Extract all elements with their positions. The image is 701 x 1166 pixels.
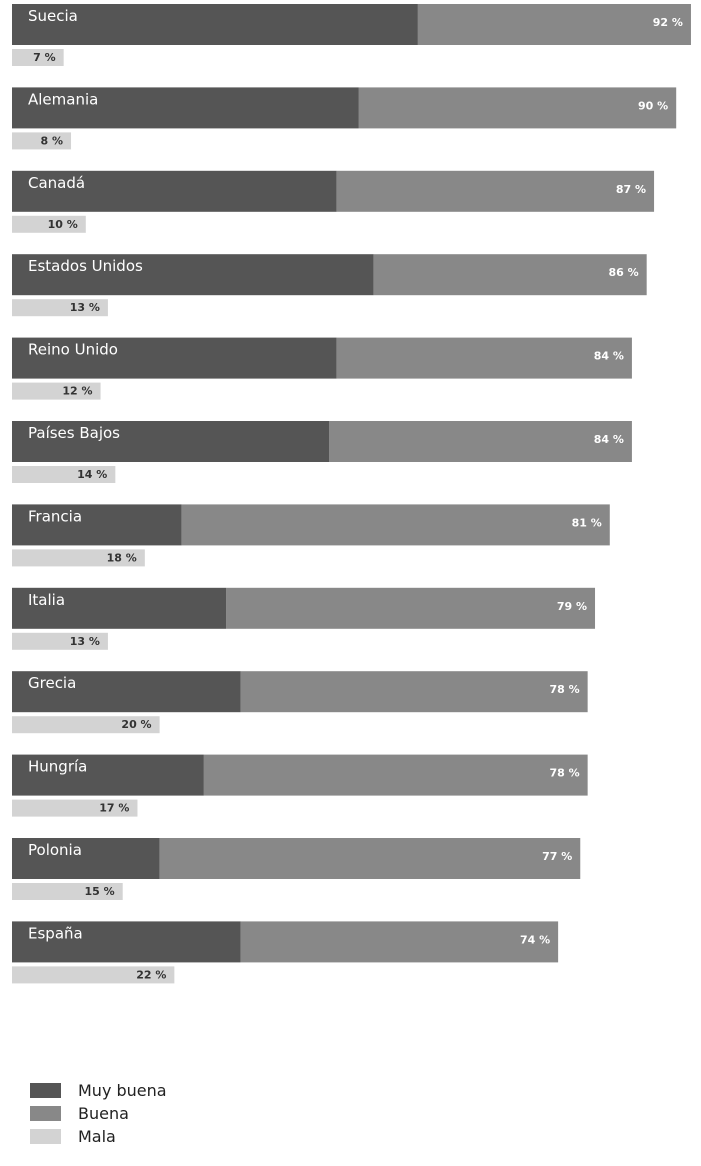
mala-label-hungria: 17 % bbox=[99, 802, 129, 815]
bar-muy-buena-canada bbox=[12, 170, 337, 212]
bar-muy-buena-italia bbox=[12, 587, 227, 629]
bar-row-espana: España 74 % 22 % bbox=[12, 921, 559, 984]
mala-label-paises-bajos: 14 % bbox=[77, 468, 107, 481]
bar-buena-italia bbox=[226, 587, 596, 629]
bar-muy-buena-suecia bbox=[12, 4, 418, 45]
total-label-alemania: 90 % bbox=[638, 99, 668, 112]
bar-mala-alemania bbox=[12, 132, 72, 150]
bar-mala-grecia bbox=[12, 716, 160, 734]
mala-label-reino-unido: 12 % bbox=[62, 385, 92, 398]
mala-label-polonia: 15 % bbox=[85, 885, 115, 898]
bar-row-reino-unido: Reino Unido 84 % 12 % bbox=[12, 337, 632, 400]
bar-mala-estados-unidos bbox=[12, 299, 108, 317]
country-label-polonia: Polonia bbox=[28, 841, 82, 859]
bars-group: Suecia 92 % 7 % Alemania 90 % 8 % Canadá 87 % 10… bbox=[12, 4, 691, 984]
bar-buena-alemania bbox=[358, 87, 677, 129]
bar-mala-espana bbox=[12, 966, 175, 984]
bar-row-polonia: Polonia 77 % 15 % bbox=[12, 838, 581, 900]
mala-label-grecia: 20 % bbox=[121, 718, 151, 731]
total-label-estados-unidos: 86 % bbox=[609, 266, 639, 279]
total-label-suecia: 92 % bbox=[653, 16, 683, 29]
bar-buena-grecia bbox=[240, 671, 588, 713]
country-label-reino-unido: Reino Unido bbox=[28, 341, 118, 359]
country-label-alemania: Alemania bbox=[28, 90, 98, 108]
bar-row-suecia: Suecia 92 % 7 % bbox=[12, 4, 691, 66]
country-label-grecia: Grecia bbox=[28, 674, 76, 692]
total-label-polonia: 77 % bbox=[542, 850, 572, 863]
mala-label-suecia: 7 % bbox=[33, 51, 56, 64]
bar-mala-italia bbox=[12, 632, 108, 650]
bar-row-hungria: Hungría 78 % 17 % bbox=[12, 754, 588, 817]
mala-label-espana: 22 % bbox=[136, 968, 166, 981]
bar-buena-polonia bbox=[159, 838, 581, 879]
legend-swatch-buena bbox=[30, 1106, 61, 1121]
bar-row-canada: Canadá 87 % 10 % bbox=[12, 170, 655, 233]
bar-muy-buena-alemania bbox=[12, 87, 359, 129]
bar-mala-paises-bajos bbox=[12, 466, 116, 483]
bar-buena-paises-bajos bbox=[329, 421, 632, 462]
legend: Muy buena Buena Mala bbox=[30, 1081, 167, 1146]
bar-buena-estados-unidos bbox=[373, 254, 647, 296]
bar-muy-buena-francia bbox=[12, 504, 182, 546]
total-label-canada: 87 % bbox=[616, 183, 646, 196]
legend-item-buena: Buena bbox=[30, 1104, 129, 1123]
bar-muy-buena-grecia bbox=[12, 671, 241, 713]
country-label-paises-bajos: Países Bajos bbox=[28, 424, 120, 442]
country-label-hungria: Hungría bbox=[28, 758, 87, 776]
mala-label-italia: 13 % bbox=[70, 635, 100, 648]
bar-buena-canada bbox=[336, 170, 655, 212]
bar-buena-espana bbox=[240, 921, 559, 963]
bar-muy-buena-reino-unido bbox=[12, 337, 337, 379]
total-label-italia: 79 % bbox=[557, 600, 587, 613]
total-label-reino-unido: 84 % bbox=[594, 350, 624, 363]
bar-row-francia: Francia 81 % 18 % bbox=[12, 504, 610, 567]
bar-muy-buena-estados-unidos bbox=[12, 254, 374, 296]
bar-buena-suecia bbox=[417, 4, 691, 45]
country-label-espana: España bbox=[28, 924, 83, 942]
legend-item-muy-buena: Muy buena bbox=[30, 1081, 167, 1100]
mala-label-estados-unidos: 13 % bbox=[70, 301, 100, 314]
mala-label-canada: 10 % bbox=[48, 218, 78, 231]
legend-swatch-muy-buena bbox=[30, 1083, 61, 1098]
country-label-francia: Francia bbox=[28, 507, 82, 525]
bar-row-estados-unidos: Estados Unidos 86 % 13 % bbox=[12, 254, 647, 317]
bar-buena-hungria bbox=[203, 754, 588, 796]
mala-label-francia: 18 % bbox=[107, 551, 137, 564]
bar-muy-buena-espana bbox=[12, 921, 241, 963]
total-label-francia: 81 % bbox=[572, 516, 602, 529]
country-label-estados-unidos: Estados Unidos bbox=[28, 257, 143, 275]
bar-muy-buena-hungria bbox=[12, 754, 204, 796]
bar-row-paises-bajos: Países Bajos 84 % 14 % bbox=[12, 421, 632, 483]
total-label-paises-bajos: 84 % bbox=[594, 433, 624, 446]
country-label-suecia: Suecia bbox=[28, 7, 78, 25]
mala-label-alemania: 8 % bbox=[41, 134, 64, 147]
country-label-italia: Italia bbox=[28, 591, 65, 609]
bar-mala-reino-unido bbox=[12, 382, 101, 400]
bar-buena-francia bbox=[181, 504, 610, 546]
legend-item-mala: Mala bbox=[30, 1127, 116, 1146]
country-label-canada: Canadá bbox=[28, 174, 85, 192]
bar-row-alemania: Alemania 90 % 8 % bbox=[12, 87, 677, 150]
total-label-espana: 74 % bbox=[520, 933, 550, 946]
bar-row-grecia: Grecia 78 % 20 % bbox=[12, 671, 588, 734]
total-label-grecia: 78 % bbox=[549, 683, 579, 696]
legend-label-muy-buena: Muy buena bbox=[78, 1081, 167, 1100]
bar-mala-canada bbox=[12, 215, 86, 233]
legend-label-buena: Buena bbox=[78, 1104, 129, 1123]
bar-row-italia: Italia 79 % 13 % bbox=[12, 587, 596, 650]
legend-swatch-mala bbox=[30, 1129, 61, 1144]
legend-label-mala: Mala bbox=[78, 1127, 116, 1146]
bar-muy-buena-polonia bbox=[12, 838, 160, 879]
bar-mala-hungria bbox=[12, 799, 138, 817]
bar-mala-polonia bbox=[12, 883, 123, 900]
total-label-hungria: 78 % bbox=[549, 767, 579, 780]
bar-mala-francia bbox=[12, 549, 145, 567]
bar-buena-reino-unido bbox=[336, 337, 632, 379]
bar-muy-buena-paises-bajos bbox=[12, 421, 330, 462]
bar-mala-suecia bbox=[12, 49, 64, 66]
